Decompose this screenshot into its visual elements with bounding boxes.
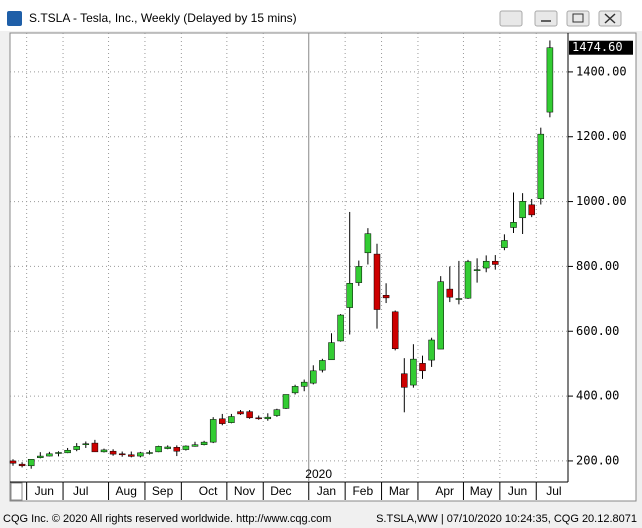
candle-body xyxy=(100,449,108,453)
x-tick-label: Aug xyxy=(116,484,137,498)
candle-body xyxy=(373,253,381,310)
candle-body xyxy=(519,201,526,219)
minimize-button[interactable] xyxy=(534,10,558,27)
candle-body xyxy=(428,339,435,361)
candle-body xyxy=(464,261,472,299)
chart-frame xyxy=(9,32,637,502)
candle-body xyxy=(382,295,390,299)
candle-body xyxy=(492,260,499,265)
x-tick-label: Jul xyxy=(546,484,561,498)
candle-body xyxy=(282,394,290,409)
y-tick-label: 1400.00 xyxy=(576,64,627,78)
candle-body xyxy=(173,447,181,452)
footer-right: S.TSLA,WW | 07/10/2020 10:24:35, CQG 20.… xyxy=(376,513,637,525)
candle-body xyxy=(91,442,99,453)
x-tick-label: Jan xyxy=(317,484,336,498)
scroll-box[interactable] xyxy=(10,482,23,501)
y-tick-label: 800.00 xyxy=(576,259,619,273)
last-price-label: 1474.60 xyxy=(572,40,623,54)
maximize-icon xyxy=(572,13,584,23)
candle-body xyxy=(219,418,226,424)
candle-body xyxy=(27,459,35,467)
candle-body xyxy=(109,450,117,455)
footer-left: CQG Inc. © 2020 All rights reserved worl… xyxy=(3,513,331,525)
candle-body xyxy=(55,452,62,454)
y-tick-label: 400.00 xyxy=(576,389,619,403)
candle-body xyxy=(364,233,372,254)
candle-body xyxy=(246,411,253,419)
candle-body xyxy=(18,463,26,467)
x-tick-label: Apr xyxy=(435,484,454,498)
y-tick-label: 200.00 xyxy=(576,453,619,467)
candle-body xyxy=(237,411,244,415)
candle-body xyxy=(310,370,317,384)
x-tick-label: Oct xyxy=(199,484,218,498)
candle-body xyxy=(82,443,90,445)
x-tick-label: Jun xyxy=(508,484,527,498)
close-icon xyxy=(604,13,616,24)
x-tick-label: Jul xyxy=(73,484,88,498)
link-button[interactable] xyxy=(499,10,523,27)
candle-body xyxy=(510,222,517,228)
candle-body xyxy=(355,266,363,283)
x-tick-label: Dec xyxy=(270,484,291,498)
candle-body xyxy=(200,441,208,445)
candle-body xyxy=(337,314,344,342)
candle-body xyxy=(401,373,408,388)
candle-body xyxy=(528,204,535,216)
candle-body xyxy=(300,381,308,387)
candle-body xyxy=(255,417,262,420)
candle-body xyxy=(46,453,53,457)
x-tick-label: Jun xyxy=(35,484,54,498)
candle-body xyxy=(346,283,353,308)
candle-body xyxy=(446,288,454,298)
candle-body xyxy=(182,445,190,450)
x-tick-label: Sep xyxy=(152,484,174,498)
y-tick-label: 600.00 xyxy=(576,324,619,338)
candle-body xyxy=(291,386,299,394)
candle-body xyxy=(537,133,545,199)
candle-body xyxy=(455,298,463,300)
candle-body xyxy=(137,452,144,457)
candle-body xyxy=(264,416,272,420)
candle-body xyxy=(73,446,80,450)
candle-body xyxy=(191,444,199,447)
candle-body xyxy=(228,416,235,423)
maximize-button[interactable] xyxy=(566,10,590,27)
x-tick-label: May xyxy=(470,484,493,498)
candle-body xyxy=(437,281,444,350)
plot: 200.00 400.00 600.00 800.00 1000.00 1200.00 14… xyxy=(9,33,633,500)
candle-body xyxy=(146,452,153,454)
candle-body xyxy=(410,358,417,386)
candle-body xyxy=(546,47,554,113)
candle-body xyxy=(64,449,71,454)
x-tick-label: Mar xyxy=(389,484,410,498)
candle-body xyxy=(273,409,281,416)
candle-body xyxy=(419,363,426,372)
y-tick-label: 1200.00 xyxy=(576,129,627,143)
candle-body xyxy=(128,454,135,457)
app-icon xyxy=(7,11,22,26)
x-tick-label: Nov xyxy=(234,484,255,498)
candle-body xyxy=(391,311,399,350)
candle-body xyxy=(37,455,44,458)
candle-body xyxy=(209,419,217,443)
candle-body xyxy=(473,269,481,271)
year-label: 2020 xyxy=(305,467,332,481)
candle-body xyxy=(482,260,490,269)
candle-body xyxy=(164,446,171,449)
candle-body xyxy=(319,360,326,371)
candle-body xyxy=(501,240,508,248)
x-tick-label: Feb xyxy=(352,484,373,498)
candle-body xyxy=(155,446,162,453)
last-price-tag xyxy=(569,40,633,55)
window-title: S.TSLA - Tesla, Inc., Weekly (Delayed by… xyxy=(29,11,297,25)
y-tick-label: 1000.00 xyxy=(576,194,627,208)
candle-body xyxy=(9,460,17,464)
candle-body xyxy=(118,453,126,456)
candle-body xyxy=(328,342,335,361)
